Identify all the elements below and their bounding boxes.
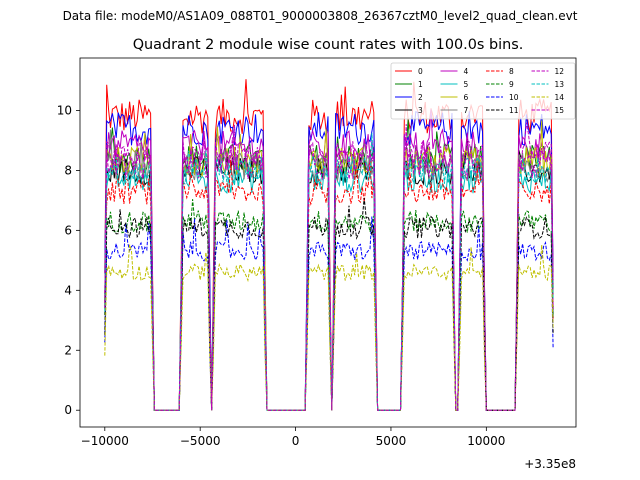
legend-label-9: 9	[509, 80, 514, 89]
legend-label-14: 14	[555, 93, 565, 102]
legend-label-6: 6	[464, 93, 469, 102]
y-tick-label: 10	[57, 103, 72, 117]
series-line-11	[104, 197, 554, 411]
legend-label-13: 13	[555, 80, 565, 89]
y-tick-label: 8	[64, 163, 72, 177]
x-axis: −10000 −5000 0 5000 10000	[81, 427, 505, 448]
legend-label-15: 15	[555, 106, 565, 115]
x-tick-label: 5000	[376, 434, 407, 448]
x-tick-label: −5000	[180, 434, 221, 448]
legend-label-3: 3	[418, 106, 423, 115]
legend-label-10: 10	[509, 93, 519, 102]
legend-label-7: 7	[464, 106, 469, 115]
y-axis: 0 2 4 6 8 10	[57, 103, 80, 417]
legend-label-2: 2	[418, 93, 423, 102]
legend-label-4: 4	[464, 67, 469, 76]
series-lines	[104, 79, 554, 411]
series-line-14	[104, 244, 554, 411]
legend-frame	[390, 62, 576, 120]
chart-title: Quadrant 2 module wise count rates with …	[133, 37, 524, 53]
series-line-15	[104, 122, 554, 411]
series-line-12	[104, 124, 554, 411]
legend-label-12: 12	[555, 67, 565, 76]
legend-label-1: 1	[418, 80, 423, 89]
legend-label-11: 11	[509, 106, 519, 115]
x-offset-label: +3.35e8	[524, 457, 576, 471]
figure-suptitle: Data file: modeM0/AS1A09_088T01_90000038…	[63, 9, 578, 23]
x-tick-label: −10000	[81, 434, 129, 448]
y-tick-label: 0	[64, 403, 72, 417]
y-tick-label: 2	[64, 343, 72, 357]
x-tick-label: 10000	[467, 434, 505, 448]
plot-frame	[79, 57, 577, 428]
y-tick-label: 6	[64, 223, 72, 237]
y-tick-label: 4	[64, 283, 72, 297]
legend-label-8: 8	[509, 67, 514, 76]
x-tick-label: 0	[292, 434, 300, 448]
legend-label-5: 5	[464, 80, 469, 89]
legend-label-0: 0	[418, 67, 423, 76]
